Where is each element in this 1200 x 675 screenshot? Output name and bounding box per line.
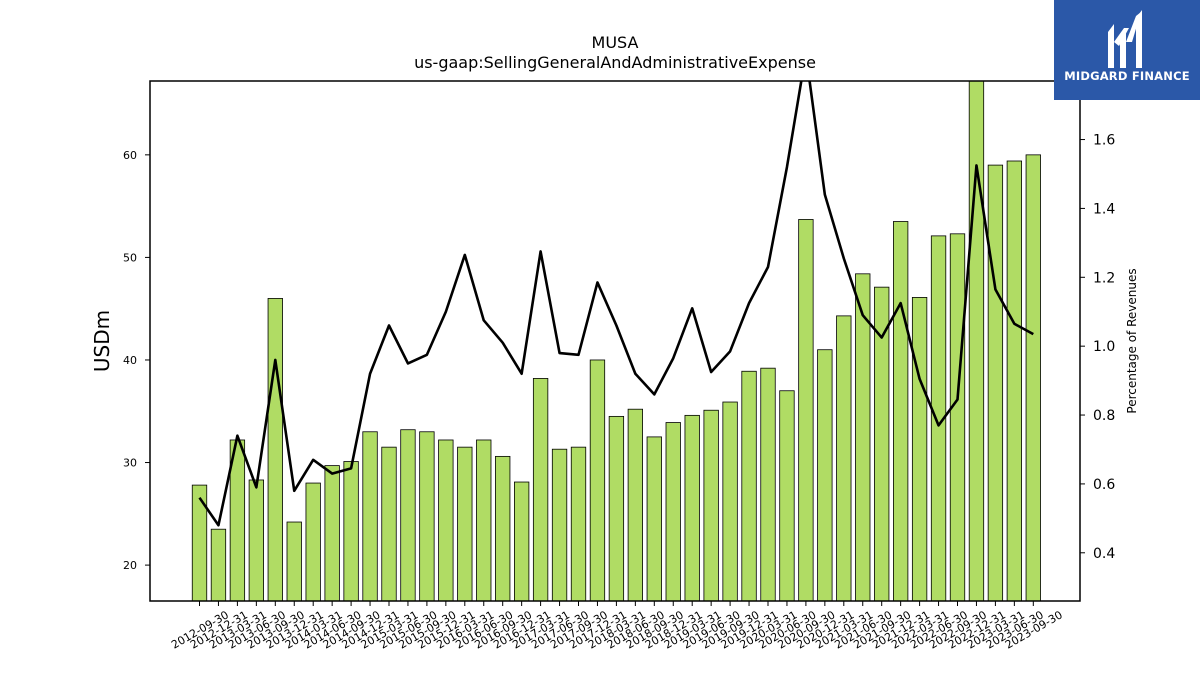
bar	[570, 446, 587, 602]
bar	[551, 448, 568, 602]
line-layer	[198, 81, 1034, 527]
y-axis-right: 0.4 0.6 0.8 1.0 1.2 1.4 1.6	[1080, 133, 1115, 562]
bar	[362, 431, 378, 602]
bar	[210, 528, 227, 602]
bar	[684, 414, 700, 602]
y-axis-left: 20 30 40 50 60	[123, 149, 150, 572]
bar	[817, 349, 833, 602]
y2-tick-label: 1.4	[1093, 201, 1115, 217]
bar	[608, 415, 625, 602]
bar	[741, 370, 757, 602]
y2-tick-label: 1.2	[1093, 270, 1115, 286]
bar	[438, 439, 454, 602]
bar	[627, 408, 643, 602]
bar	[987, 164, 1004, 602]
bar	[400, 429, 416, 602]
bar	[495, 455, 511, 602]
y2-tick-label: 1.6	[1093, 133, 1115, 149]
bar	[1025, 154, 1041, 602]
series-line	[198, 81, 1034, 527]
bar	[324, 465, 340, 602]
chart-title: MUSA	[592, 33, 639, 52]
plot-frame	[149, 80, 1081, 602]
bar	[267, 298, 283, 602]
bar	[703, 409, 719, 602]
x-axis: 2012-09-302012-12-312013-03-312013-06-30…	[169, 601, 1065, 652]
bar	[248, 479, 265, 602]
bar	[191, 484, 208, 602]
bar	[911, 297, 928, 602]
y-tick-label: 50	[123, 251, 137, 264]
brand-logo: MIDGARD FINANCE	[1054, 0, 1200, 100]
bar	[665, 422, 681, 602]
bar	[646, 436, 662, 602]
y-axis-label: USDm	[90, 310, 114, 372]
bar	[836, 315, 852, 602]
bar	[1006, 160, 1022, 602]
bar	[457, 446, 473, 602]
bar	[343, 461, 359, 602]
logo-mark-icon	[1108, 10, 1142, 68]
y-tick-label: 20	[123, 559, 137, 572]
y2-tick-label: 0.6	[1093, 477, 1115, 493]
y-tick-label: 60	[123, 149, 137, 162]
bar	[874, 286, 890, 602]
chart-subtitle: us-gaap:SellingGeneralAndAdministrativeE…	[414, 53, 816, 72]
logo-text: MIDGARD FINANCE	[1064, 69, 1190, 83]
bar	[476, 439, 492, 602]
bar	[514, 481, 530, 602]
bar	[532, 378, 549, 602]
bar	[722, 401, 738, 602]
y2-tick-label: 1.0	[1093, 339, 1115, 355]
bar	[949, 233, 966, 602]
y2-tick-label: 0.4	[1093, 546, 1115, 562]
bar	[779, 390, 795, 602]
bar	[968, 80, 985, 602]
bar	[305, 482, 321, 602]
bar	[589, 359, 606, 602]
y2-tick-label: 0.8	[1093, 408, 1115, 424]
y-tick-label: 40	[123, 354, 137, 367]
bar	[381, 446, 397, 602]
bar	[893, 221, 909, 602]
bars-layer	[191, 80, 1041, 602]
y2-axis-label: Percentage of Revenues	[1125, 268, 1139, 413]
bar	[798, 219, 814, 602]
bar	[760, 367, 776, 602]
bar	[419, 431, 435, 602]
y-tick-label: 30	[123, 457, 137, 470]
bar	[286, 521, 302, 602]
